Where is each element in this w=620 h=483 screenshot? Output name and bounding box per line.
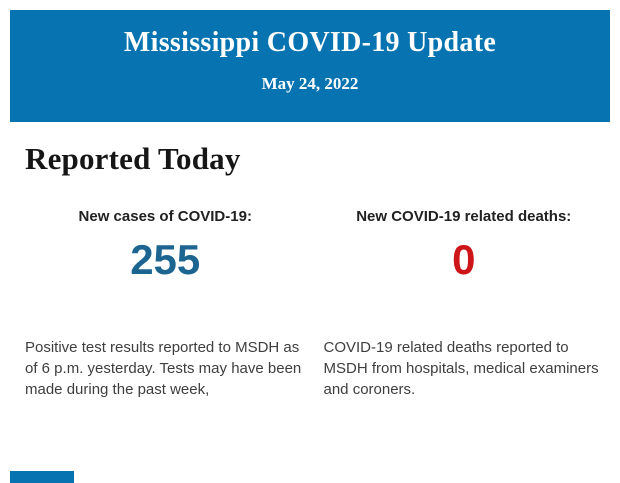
- next-section-banner-cutoff: [10, 471, 74, 483]
- stats-grid: New cases of COVID-19: 255 Positive test…: [25, 208, 604, 400]
- new-cases-label: New cases of COVID-19:: [78, 208, 252, 225]
- new-cases-description: Positive test results reported to MSDH a…: [25, 339, 302, 398]
- new-cases-value: 255: [130, 236, 201, 283]
- stat-new-deaths: New COVID-19 related deaths: 0 COVID-19 …: [324, 208, 605, 400]
- new-deaths-label: New COVID-19 related deaths:: [356, 208, 572, 225]
- header-banner: Mississippi COVID-19 Update May 24, 2022: [10, 10, 610, 122]
- new-deaths-description: COVID-19 related deaths reported to MSDH…: [323, 339, 599, 398]
- new-deaths-value: 0: [452, 236, 476, 283]
- page-title: Mississippi COVID-19 Update: [123, 27, 497, 58]
- report-date: May 24, 2022: [261, 74, 359, 93]
- section-heading-reported-today: Reported Today: [25, 141, 241, 176]
- stat-new-cases: New cases of COVID-19: 255 Positive test…: [25, 208, 306, 400]
